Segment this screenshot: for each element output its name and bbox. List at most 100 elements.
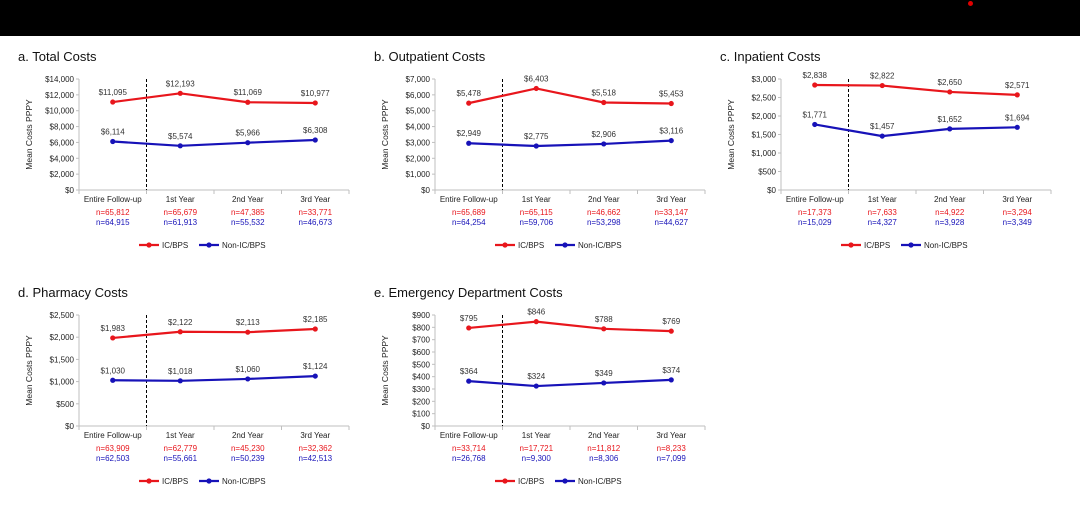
data-label: $374 — [662, 366, 680, 375]
data-label: $6,308 — [303, 126, 328, 135]
y-tick-label: $7,000 — [406, 75, 431, 84]
data-label: $364 — [460, 367, 478, 376]
sample-size-label: n=45,230 — [231, 444, 265, 453]
data-point — [668, 328, 674, 334]
sample-size-label: n=53,298 — [587, 218, 621, 227]
sample-size-label: n=3,349 — [1003, 218, 1033, 227]
sample-size-label: n=64,254 — [452, 218, 486, 227]
data-point — [245, 140, 251, 146]
sample-size-label: n=47,385 — [231, 208, 265, 217]
data-label: $1,060 — [236, 365, 261, 374]
sample-size-label: n=3,928 — [935, 218, 965, 227]
legend-marker — [562, 478, 568, 484]
legend-marker — [502, 478, 508, 484]
chart-inpatient-costs: c. Inpatient Costs $0 $500 $1,000 $1,500 $2,… — [720, 49, 1060, 259]
data-point — [177, 329, 183, 335]
x-tick-label: 1st Year — [522, 195, 551, 204]
sample-size-label: n=65,679 — [163, 208, 197, 217]
x-tick-label: Entire Follow-up — [84, 195, 142, 204]
data-point — [533, 143, 539, 149]
data-point — [466, 378, 472, 384]
data-point — [245, 376, 251, 382]
y-tick-label: $200 — [412, 397, 430, 406]
y-tick-label: $3,000 — [752, 75, 777, 84]
data-point — [177, 143, 183, 149]
y-axis-title: Mean Costs PPPY — [380, 335, 390, 406]
data-label: $1,652 — [938, 115, 963, 124]
sample-size-label: n=59,706 — [519, 218, 553, 227]
series-line — [112, 138, 316, 147]
legend-label: IC/BPS — [864, 241, 890, 250]
x-tick-label: 3rd Year — [1002, 195, 1032, 204]
x-tick-label: 3rd Year — [300, 195, 330, 204]
legend-marker — [848, 242, 854, 248]
data-point — [110, 138, 116, 145]
sample-size-label: n=4,922 — [935, 208, 965, 217]
data-point — [1014, 92, 1020, 98]
data-point — [601, 141, 607, 147]
series-line — [468, 139, 672, 148]
sample-size-label: n=46,673 — [298, 218, 332, 227]
chart-svg: $0 $1,000 $2,000 $3,000 $4,000 $5,000 $6,000 $7… — [380, 74, 706, 250]
x-tick-label: Entire Follow-up — [84, 431, 142, 440]
chart-total-costs: a. Total Costs $0 $2,000 $4,000 $6,000 $8,00… — [18, 49, 358, 259]
y-tick-label: $2,000 — [50, 170, 75, 179]
data-label: $2,822 — [870, 72, 895, 81]
data-label: $1,771 — [803, 110, 828, 119]
x-tick-label: 2nd Year — [934, 195, 966, 204]
data-point — [1014, 124, 1020, 130]
data-label: $2,906 — [592, 130, 617, 139]
x-tick-label: 3rd Year — [656, 195, 686, 204]
data-point — [601, 326, 607, 332]
legend-marker — [908, 242, 914, 248]
x-tick-label: 1st Year — [166, 195, 195, 204]
data-point — [245, 329, 251, 335]
data-label: $5,478 — [457, 89, 482, 98]
x-tick-label: 1st Year — [166, 431, 195, 440]
sample-size-label: n=26,768 — [452, 454, 486, 463]
data-label: $3,116 — [659, 127, 683, 136]
data-point — [177, 378, 183, 384]
series-line — [112, 374, 316, 382]
legend-marker — [562, 242, 568, 248]
sample-size-label: n=55,661 — [163, 454, 197, 463]
legend-label: Non-IC/BPS — [578, 477, 622, 486]
data-label: $1,018 — [168, 367, 193, 376]
series-line — [468, 320, 672, 333]
sample-size-label: n=65,689 — [452, 208, 486, 217]
legend-marker — [146, 242, 152, 248]
y-tick-label: $0 — [65, 186, 74, 195]
data-label: $349 — [595, 369, 613, 378]
data-point — [466, 140, 472, 146]
sample-size-label: n=7,633 — [868, 208, 898, 217]
data-point — [312, 326, 318, 332]
y-axis-title: Mean Costs PPPY — [24, 99, 34, 170]
data-label: $2,949 — [457, 129, 482, 138]
sample-size-label: n=62,503 — [96, 454, 130, 463]
y-tick-label: $1,500 — [752, 131, 777, 140]
data-label: $11,095 — [99, 88, 128, 97]
y-tick-label: $500 — [56, 400, 74, 409]
y-tick-label: $900 — [412, 311, 430, 320]
legend-label: Non-IC/BPS — [222, 241, 266, 250]
sample-size-label: n=55,532 — [231, 218, 265, 227]
y-axis-title: Mean Costs PPPY — [726, 99, 736, 170]
chart-title: b. Outpatient Costs — [374, 49, 486, 64]
sample-size-label: n=33,771 — [298, 208, 332, 217]
data-point — [879, 82, 885, 89]
data-label: $1,124 — [303, 362, 328, 371]
data-label: $2,838 — [803, 71, 828, 80]
y-tick-label: $100 — [412, 410, 430, 419]
data-point — [312, 373, 318, 379]
legend-marker — [206, 478, 212, 484]
data-label: $5,518 — [592, 89, 617, 98]
top-bar — [0, 0, 1080, 36]
data-point — [601, 380, 607, 386]
sample-size-label: n=42,513 — [298, 454, 332, 463]
data-label: $6,114 — [101, 128, 125, 137]
chart-svg: $0 $500 $1,000 $1,500 $2,000 $2,500 $3,000 Mean… — [726, 71, 1052, 250]
y-tick-label: $2,000 — [406, 154, 431, 163]
data-label: $1,030 — [101, 366, 126, 375]
data-point — [466, 100, 472, 106]
data-point — [601, 99, 607, 106]
